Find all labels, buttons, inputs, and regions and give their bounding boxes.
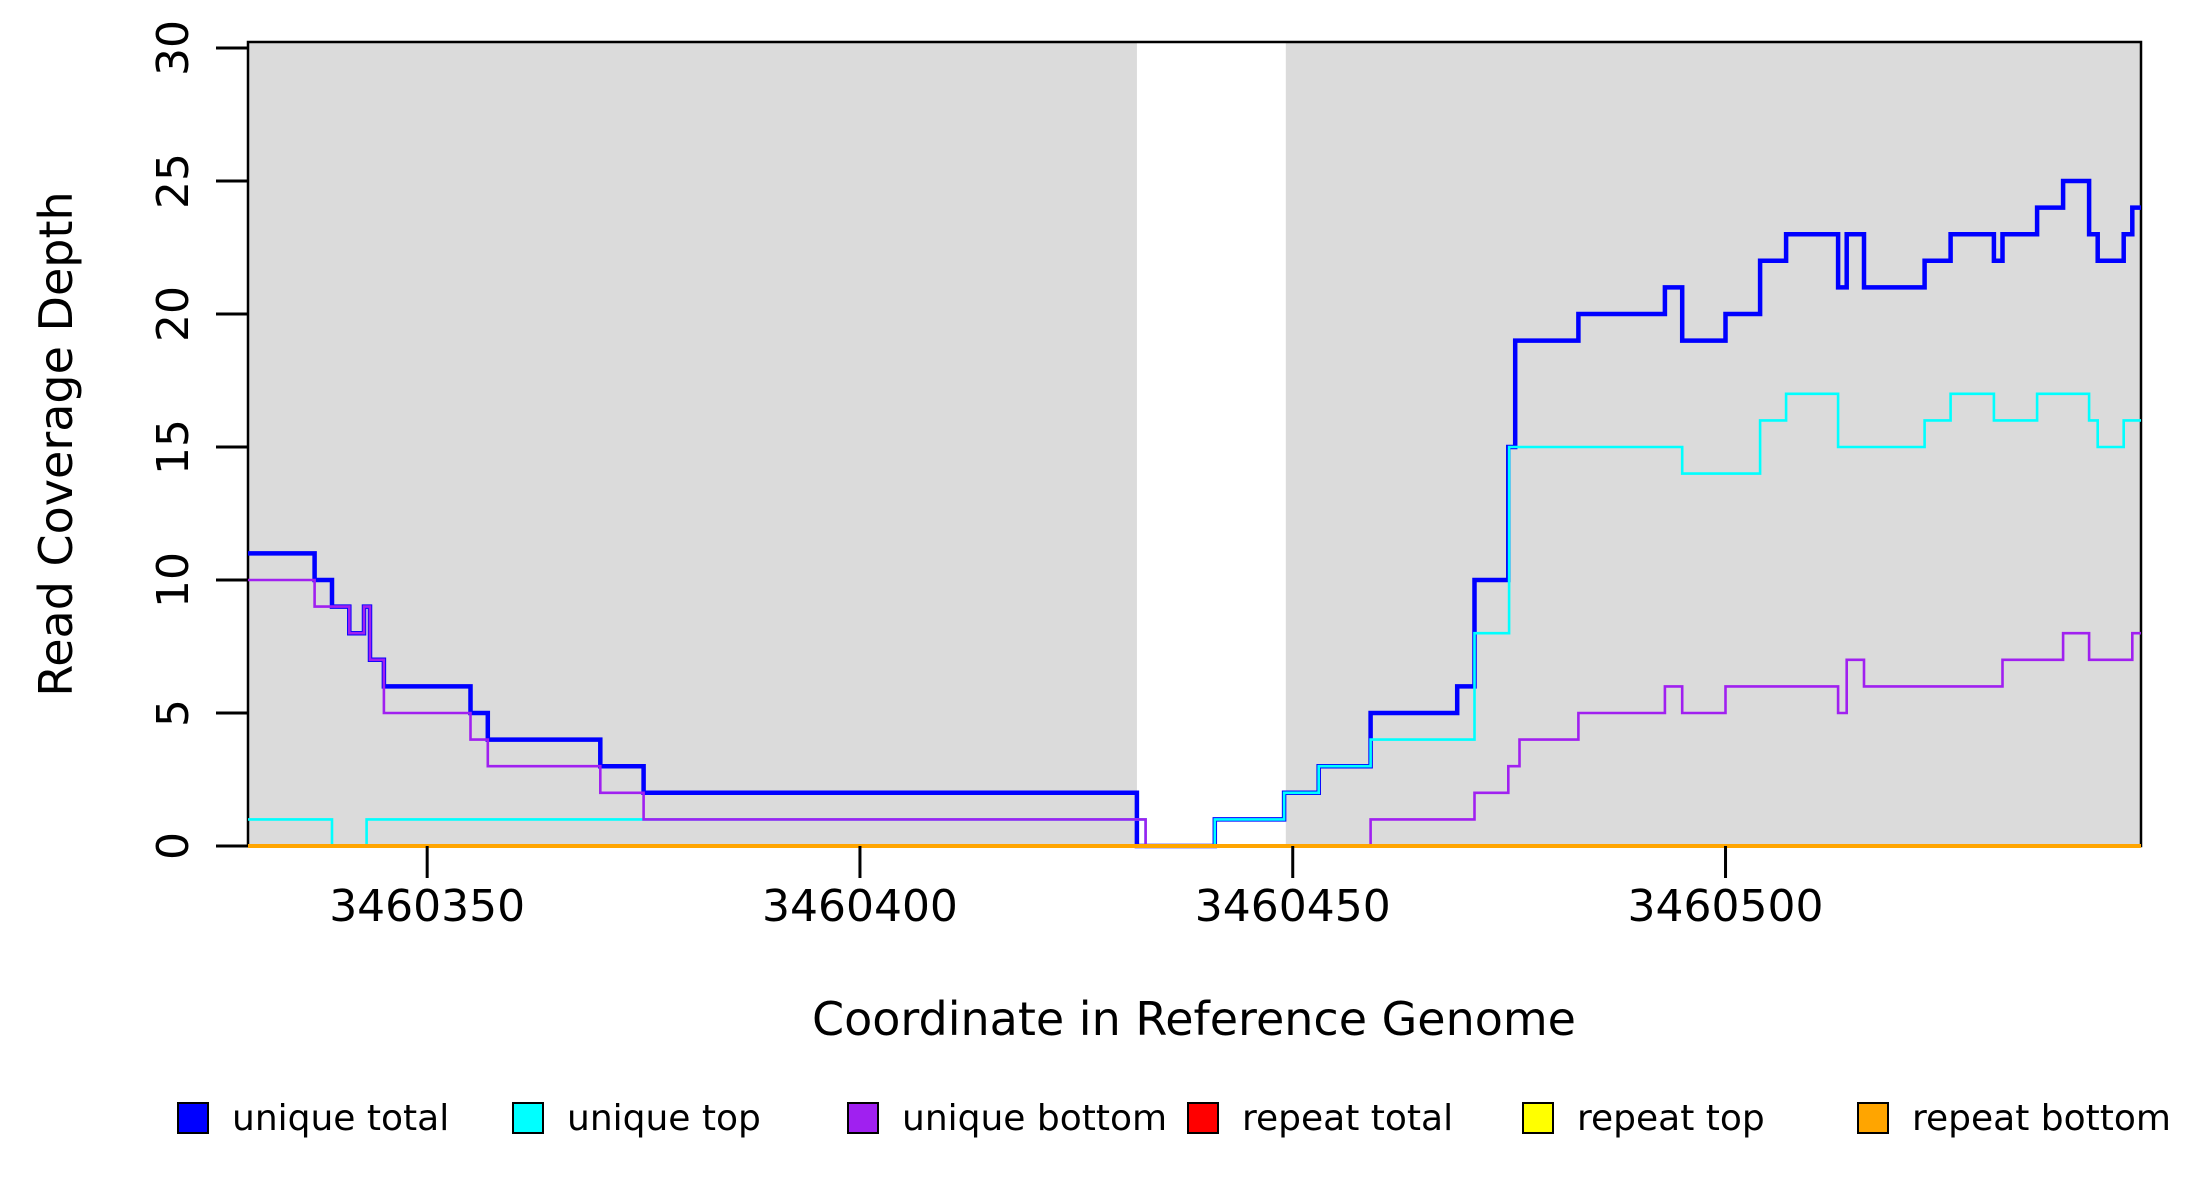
shaded-regions (248, 42, 2141, 846)
legend-swatch-unique-bottom (847, 1102, 879, 1134)
legend-swatch-unique-total (177, 1102, 209, 1134)
y-tick-label: 5 (148, 699, 199, 727)
x-tick-label: 3460400 (762, 881, 958, 932)
legend-label-repeat-top: repeat top (1577, 1098, 1765, 1139)
legend-swatch-unique-top (512, 1102, 544, 1134)
y-tick-label: 20 (148, 286, 199, 342)
legend-swatch-repeat-top (1522, 1102, 1554, 1134)
axes-ticks-and-labels: 3460350 3460400 3460450 3460500 0 5 10 15 20 25 30 (148, 20, 1824, 932)
y-tick-label: 10 (148, 552, 199, 608)
legend-label-repeat-bottom: repeat bottom (1912, 1098, 2171, 1139)
legend: unique total unique top unique bottom repea… (177, 1098, 2171, 1139)
legend-label-unique-bottom: unique bottom (902, 1098, 1167, 1139)
x-tick-label: 3460500 (1628, 881, 1824, 932)
y-tick-label: 30 (148, 20, 199, 76)
y-tick-label: 25 (148, 153, 199, 209)
y-tick-label: 0 (148, 832, 199, 860)
x-tick-label: 3460450 (1195, 881, 1391, 932)
aligned-block-left (248, 42, 1137, 846)
legend-label-unique-top: unique top (567, 1098, 761, 1139)
x-axis-title: Coordinate in Reference Genome (812, 992, 1576, 1046)
aligned-block-right (1285, 42, 2141, 846)
coverage-series-lines (248, 178, 2141, 849)
legend-label-unique-total: unique total (232, 1098, 449, 1139)
series-line-unique-total (248, 178, 2141, 849)
series-line-unique-bottom (248, 578, 2141, 848)
y-axis-title: Read Coverage Depth (29, 191, 83, 696)
x-tick-label: 3460350 (329, 881, 525, 932)
legend-swatch-repeat-total (1187, 1102, 1219, 1134)
legend-swatch-repeat-bottom (1857, 1102, 1889, 1134)
legend-label-repeat-total: repeat total (1242, 1098, 1453, 1139)
y-tick-label: 15 (148, 419, 199, 475)
